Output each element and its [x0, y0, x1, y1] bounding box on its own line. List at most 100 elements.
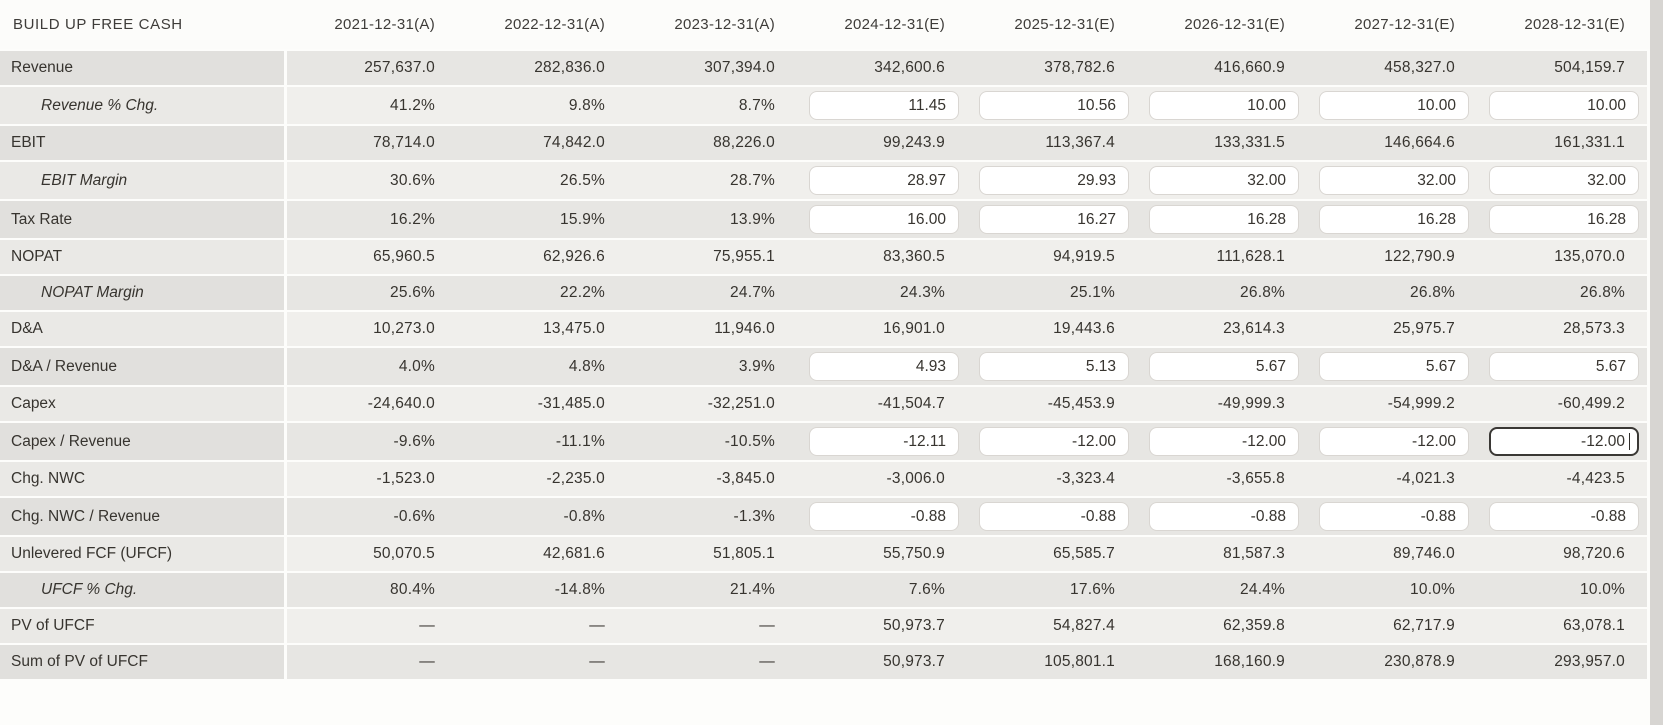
row-label: UFCF % Chg. — [0, 573, 284, 607]
assumption-cell — [967, 498, 1137, 535]
assumption-input[interactable] — [1149, 205, 1299, 234]
value-cell: 7.6% — [908, 581, 945, 598]
value-cell: 230,878.9 — [1384, 653, 1455, 670]
assumption-input[interactable] — [1489, 352, 1639, 381]
value-cell: 17.6% — [1070, 581, 1115, 598]
value-cell: — — [759, 653, 775, 670]
assumption-input[interactable] — [1149, 502, 1299, 531]
assumption-input-wrap — [1149, 205, 1299, 234]
assumption-input[interactable] — [979, 352, 1129, 381]
row-label: PV of UFCF — [0, 609, 284, 643]
assumption-input[interactable] — [809, 427, 959, 456]
assumption-input[interactable] — [979, 502, 1129, 531]
assumption-input[interactable] — [1489, 205, 1639, 234]
value-cell: 65,585.7 — [1053, 545, 1115, 562]
assumption-input[interactable] — [1489, 502, 1639, 531]
column-header: 2021-12-31(A) — [334, 16, 435, 33]
column-header: 2023-12-31(A) — [674, 16, 775, 33]
assumption-input-wrap — [1319, 352, 1469, 381]
assumption-input[interactable] — [1319, 91, 1469, 120]
assumption-input[interactable] — [809, 352, 959, 381]
assumption-input-wrap — [979, 166, 1129, 195]
assumption-input[interactable] — [1149, 352, 1299, 381]
assumption-input[interactable] — [809, 502, 959, 531]
assumption-input[interactable] — [809, 91, 959, 120]
value-cell: 81,587.3 — [1223, 545, 1285, 562]
assumption-input[interactable] — [1319, 205, 1469, 234]
assumption-input-wrap — [1149, 502, 1299, 531]
value-cell: -1,523.0 — [376, 470, 435, 487]
assumption-input-wrap — [809, 166, 959, 195]
value-cell: 78,714.0 — [373, 134, 435, 151]
value-cell: 23,614.3 — [1223, 320, 1285, 337]
value-cell: -4,423.5 — [1566, 470, 1625, 487]
assumption-input[interactable] — [1489, 166, 1639, 195]
value-cell: 75,955.1 — [713, 248, 775, 265]
value-cell: 282,836.0 — [534, 59, 605, 76]
assumption-input-wrap — [809, 91, 959, 120]
row-data: 41.2% 9.8% 8.7% — [287, 87, 1647, 124]
value-cell: 89,746.0 — [1393, 545, 1455, 562]
value-cell: 62,359.8 — [1223, 617, 1285, 634]
assumption-input[interactable] — [1319, 427, 1469, 456]
value-cell: 11,946.0 — [714, 320, 775, 337]
text-caret — [1628, 433, 1630, 450]
assumption-cell — [967, 348, 1137, 385]
table-row: NOPAT Margin 25.6% 22.2% 24.7% 24.3% 25.1% 26.… — [0, 276, 1650, 310]
value-cell: 10.0% — [1410, 581, 1455, 598]
assumption-cell — [1477, 201, 1647, 238]
assumption-input[interactable] — [979, 205, 1129, 234]
assumption-input[interactable] — [1149, 427, 1299, 456]
column-header: 2027-12-31(E) — [1354, 16, 1455, 33]
assumption-cell — [1137, 423, 1307, 460]
value-cell: 24.3% — [900, 284, 945, 301]
assumption-input[interactable] — [979, 91, 1129, 120]
assumption-cell — [1307, 498, 1477, 535]
assumption-input[interactable] — [1489, 427, 1639, 456]
assumption-input[interactable] — [979, 427, 1129, 456]
assumption-input[interactable] — [979, 166, 1129, 195]
row-label: Revenue — [0, 51, 284, 85]
value-cell: — — [419, 617, 435, 634]
value-cell: -2,235.0 — [546, 470, 605, 487]
assumption-input-wrap — [1319, 502, 1469, 531]
assumption-input[interactable] — [1319, 352, 1469, 381]
value-cell: 26.5% — [560, 171, 605, 189]
table-row: Tax Rate 16.2% 15.9% 13.9% — [0, 201, 1650, 238]
assumption-cell — [967, 201, 1137, 238]
row-label: NOPAT — [0, 240, 284, 274]
table-row: Sum of PV of UFCF — — — 50,973.7 105,801.1 168… — [0, 645, 1650, 679]
column-header: 2025-12-31(E) — [1014, 16, 1115, 33]
assumption-input-wrap — [1489, 91, 1639, 120]
assumption-cell — [1137, 348, 1307, 385]
value-cell: 8.7% — [738, 96, 775, 114]
row-label: Chg. NWC / Revenue — [0, 498, 284, 535]
assumption-input[interactable] — [1319, 166, 1469, 195]
row-data: 25.6% 22.2% 24.7% 24.3% 25.1% 26.8% 26.8% 26.8% — [287, 276, 1647, 310]
row-data: 10,273.0 13,475.0 11,946.0 16,901.0 19,443.6… — [287, 312, 1647, 346]
scrollbar[interactable] — [1650, 0, 1663, 725]
value-cell: 50,973.7 — [883, 653, 945, 670]
value-cell: 122,790.9 — [1384, 248, 1455, 265]
assumption-input[interactable] — [809, 166, 959, 195]
value-cell: 13.9% — [730, 210, 775, 228]
row-data: 4.0% 4.8% 3.9% — [287, 348, 1647, 385]
value-cell: 24.4% — [1240, 581, 1285, 598]
assumption-input-wrap — [1149, 91, 1299, 120]
value-cell: 111,628.1 — [1216, 248, 1285, 265]
assumption-input[interactable] — [1319, 502, 1469, 531]
value-cell: 62,717.9 — [1393, 617, 1455, 634]
row-label: NOPAT Margin — [0, 276, 284, 310]
assumption-cell — [797, 201, 967, 238]
assumption-input-wrap — [1319, 205, 1469, 234]
assumption-input[interactable] — [1489, 91, 1639, 120]
value-cell: 293,957.0 — [1554, 653, 1625, 670]
assumption-input[interactable] — [809, 205, 959, 234]
value-cell: 10.0% — [1580, 581, 1625, 598]
value-cell: 307,394.0 — [704, 59, 775, 76]
assumption-cell — [797, 423, 967, 460]
assumption-input[interactable] — [1149, 91, 1299, 120]
table-row: Chg. NWC -1,523.0 -2,235.0 -3,845.0 -3,006.0… — [0, 462, 1650, 496]
assumption-input[interactable] — [1149, 166, 1299, 195]
row-label: Revenue % Chg. — [0, 87, 284, 124]
